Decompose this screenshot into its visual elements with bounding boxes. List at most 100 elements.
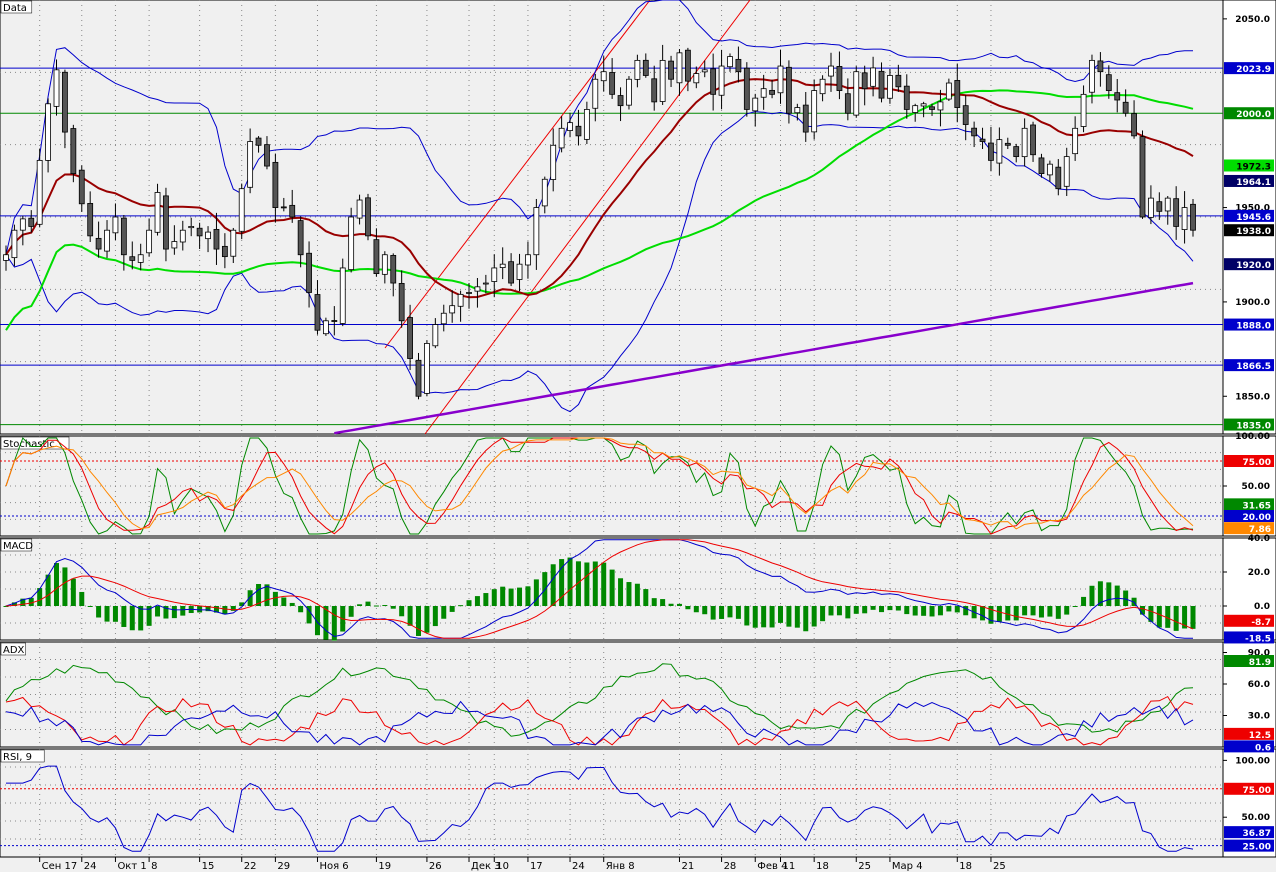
ma-maroon	[5, 78, 1194, 299]
candle-body	[693, 73, 700, 84]
macd-histogram-bar	[45, 574, 51, 606]
value-tag	[1224, 224, 1274, 237]
candle-body	[272, 161, 279, 208]
candle-body	[264, 144, 270, 167]
candle-body	[1021, 127, 1028, 158]
candle-body	[853, 71, 860, 116]
candle-body	[1173, 198, 1180, 227]
x-tick-label: 26	[429, 861, 442, 872]
candle-body	[466, 292, 472, 294]
macd-histogram-bar	[786, 606, 792, 627]
macd-histogram-bar	[281, 597, 287, 606]
candle-body	[373, 239, 380, 275]
macd-histogram-bar	[163, 606, 169, 619]
macd-histogram-bar	[28, 597, 34, 606]
candle-body	[129, 256, 136, 261]
macd-histogram-bar	[988, 606, 994, 624]
x-tick-label: 28	[724, 861, 737, 872]
macd-histogram-bar	[79, 591, 85, 606]
macd-histogram-bar	[365, 601, 371, 606]
candle-body	[735, 58, 742, 73]
adx-title-box	[0, 642, 26, 656]
candle-body	[550, 144, 557, 180]
macd-histogram-bar	[155, 606, 161, 617]
candle-body	[432, 324, 439, 347]
value-tag	[1224, 740, 1274, 753]
macd-histogram-bar	[550, 564, 556, 606]
data-y-tick-label: 1850.0	[1235, 392, 1270, 402]
macd-histogram-bar	[483, 593, 489, 606]
candle-body	[70, 128, 77, 175]
value-tag-label: 25.00	[1243, 843, 1271, 853]
candle-body	[381, 254, 388, 275]
candle-body	[365, 197, 371, 237]
value-tag-label: 1964.1	[1236, 178, 1271, 188]
x-tick-label: 10	[496, 861, 509, 872]
macd-histogram-bar	[373, 605, 379, 607]
macd-histogram-bar	[222, 606, 228, 615]
value-tag-label: 75.00	[1243, 458, 1271, 468]
bollinger-lower	[5, 111, 1194, 413]
macd-histogram-bar	[508, 588, 514, 606]
macd-histogram-bar	[845, 606, 851, 619]
macd-histogram-bar	[517, 587, 523, 606]
macd-histogram-bar	[601, 562, 607, 606]
candle-body	[491, 267, 498, 282]
candle-body	[626, 78, 632, 106]
macd-histogram-bar	[887, 606, 893, 611]
macd-histogram-bar	[685, 606, 691, 610]
macd-histogram-bar	[213, 606, 219, 613]
macd-histogram-bar	[592, 561, 598, 606]
macd-histogram-bar	[1173, 606, 1179, 631]
macd-histogram-bar	[963, 606, 969, 616]
stoch-line-2	[5, 437, 1194, 530]
candle-body	[230, 229, 237, 257]
candle-body	[609, 72, 616, 95]
candle-body	[19, 218, 26, 231]
macd-histogram-bar	[836, 606, 842, 616]
macd-histogram-bar	[769, 606, 775, 628]
candle-body	[592, 78, 599, 109]
candle-body	[718, 65, 725, 96]
x-tick-label: Сен 17	[42, 861, 78, 872]
candle-body	[1080, 93, 1087, 127]
di-minus-line	[5, 695, 1194, 746]
value-tag-label: 1938.0	[1236, 227, 1271, 237]
trend-channel-line	[384, 0, 651, 349]
value-tag-label: 31.65	[1243, 501, 1271, 511]
x-tick-label: 11	[782, 861, 795, 872]
candle-body	[903, 85, 910, 110]
macd-histogram-bar	[794, 606, 800, 628]
candle-body	[474, 286, 481, 292]
candle-body	[415, 359, 422, 397]
macd-histogram-bar	[314, 606, 320, 636]
rsi-panel-frame	[0, 748, 1224, 858]
macd-histogram-bar	[1005, 606, 1011, 621]
macd-histogram-bar	[895, 606, 901, 611]
candle-body	[348, 216, 355, 271]
x-tick-label: 21	[681, 861, 694, 872]
candle-body	[971, 127, 978, 137]
macd-histogram-bar	[138, 606, 144, 631]
adx-y-tick-label: 30.0	[1248, 712, 1270, 722]
candle-body	[1072, 127, 1079, 155]
macd-histogram-bar	[449, 606, 455, 612]
macd-histogram-bar	[1089, 585, 1095, 606]
candle-body	[1114, 92, 1121, 101]
ma-purple	[334, 281, 1194, 435]
macd-histogram-bar	[879, 606, 885, 613]
candle-body	[297, 220, 304, 256]
candle-body	[1097, 60, 1104, 73]
candle-body	[104, 229, 110, 252]
macd-histogram-bar	[500, 586, 506, 606]
macd-histogram-bar	[1182, 606, 1188, 629]
stoch-panel-frame	[0, 435, 1224, 537]
macd-histogram-bar	[357, 604, 363, 606]
candle-body	[887, 75, 893, 99]
macd-histogram-bar	[289, 602, 295, 606]
candle-body	[634, 59, 641, 80]
x-tick-label: 24	[572, 861, 585, 872]
macd-histogram-bar	[702, 606, 708, 615]
candle-body	[541, 178, 548, 207]
rsi-axis-area	[1222, 748, 1276, 858]
